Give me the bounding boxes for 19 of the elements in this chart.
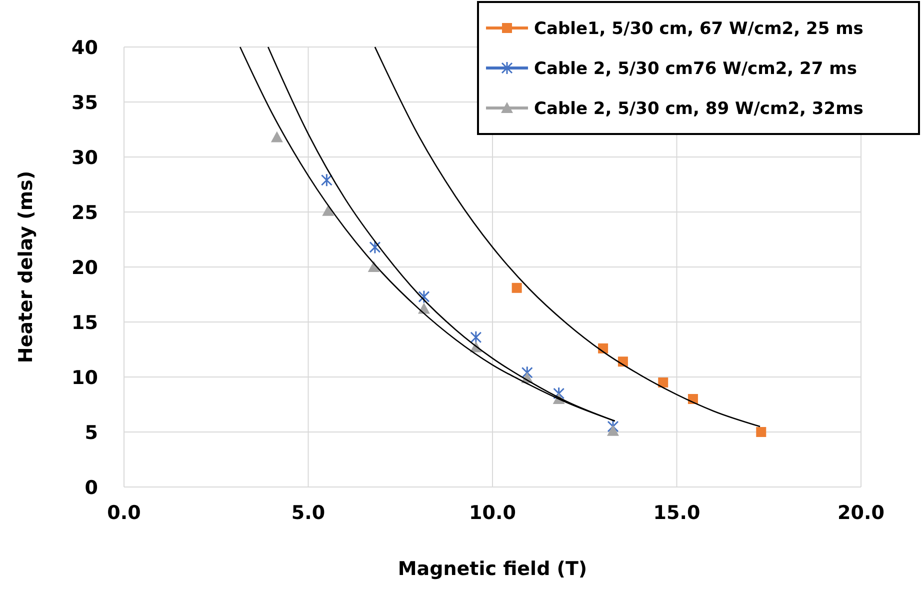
y-axis-title: Heater delay (ms) [15, 170, 37, 364]
y-tick-label: 40 [72, 37, 98, 59]
y-tick-label: 25 [72, 202, 98, 224]
legend-label: Cable 2, 5/30 cm, 89 W/cm2, 32ms [534, 99, 864, 119]
x-axis-title: Magnetic field (T) [398, 558, 588, 580]
x-tick-label: 20.0 [838, 502, 884, 524]
legend-label: Cable1, 5/30 cm, 67 W/cm2, 25 ms [534, 19, 864, 39]
legend-label: Cable 2, 5/30 cm76 W/cm2, 27 ms [534, 59, 857, 79]
x-tick-label: 5.0 [291, 502, 326, 524]
x-tick-label: 15.0 [653, 502, 700, 524]
y-tick-label: 30 [72, 147, 98, 169]
y-tick-label: 0 [84, 477, 98, 499]
y-tick-label: 20 [72, 257, 98, 279]
y-tick-label: 15 [72, 312, 98, 334]
y-tick-label: 10 [72, 367, 98, 389]
x-tick-label: 0.0 [107, 502, 141, 524]
y-tick-label: 35 [72, 92, 98, 114]
y-tick-label: 5 [84, 422, 98, 444]
x-tick-label: 10.0 [469, 502, 516, 524]
